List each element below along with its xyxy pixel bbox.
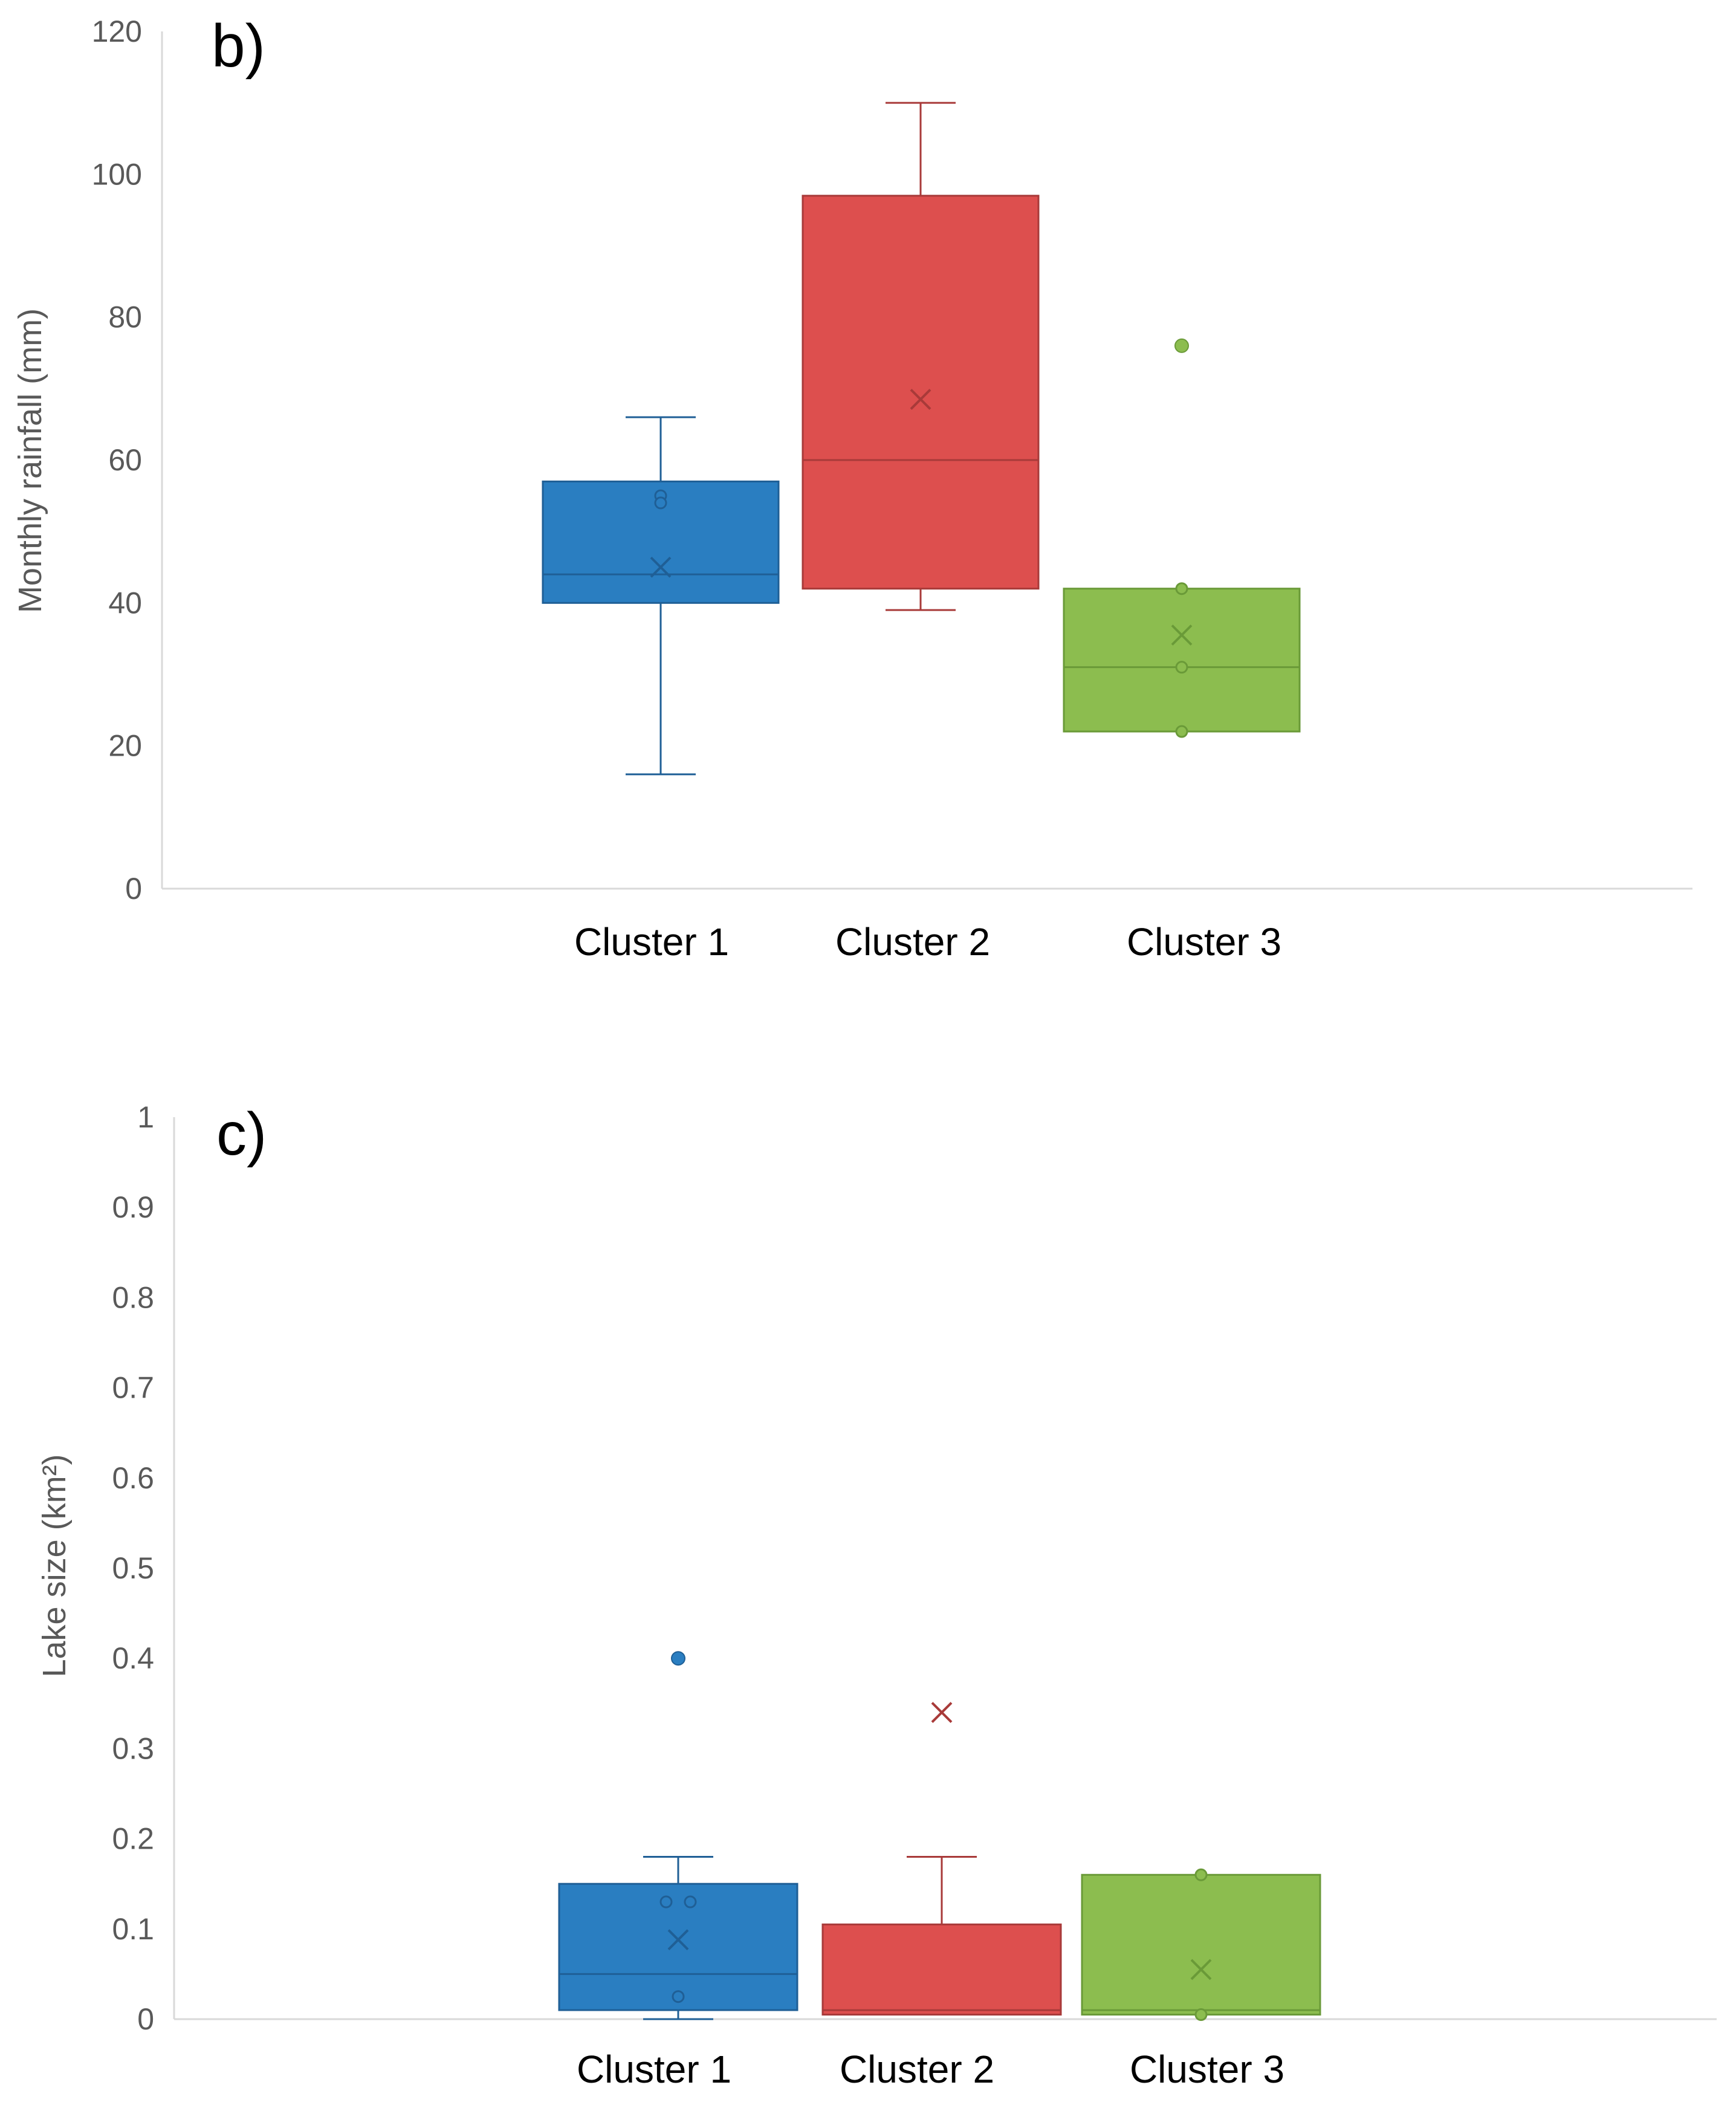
mean-marker-stroke: [931, 1702, 953, 1724]
box-3: [1081, 1868, 1321, 2022]
mean-marker: [1171, 624, 1193, 646]
y-tick-label: 0: [137, 2002, 154, 2036]
inner-point: [1175, 661, 1188, 674]
inner-point: [654, 496, 667, 510]
mean-marker: [667, 1929, 689, 1951]
inner-point: [1175, 582, 1188, 595]
x-tick-label: Cluster 2: [835, 920, 990, 964]
mean-marker-stroke: [1190, 1959, 1212, 1980]
mean-marker-stroke: [910, 389, 931, 410]
y-tick-label: 0.6: [112, 1461, 154, 1495]
y-tick-label: 100: [92, 157, 142, 191]
mean-marker-stroke: [667, 1929, 689, 1951]
y-tick-label: 0.4: [112, 1641, 154, 1675]
iqr-box: [821, 1923, 1062, 2016]
box-2: [802, 102, 1040, 611]
y-tick-label: 0: [125, 872, 142, 906]
mean-marker: [931, 1702, 953, 1724]
y-tick-label: 120: [92, 15, 142, 48]
x-tick-label: Cluster 3: [1127, 920, 1281, 964]
y-tick-label: 80: [108, 300, 142, 334]
inner-point: [1194, 2008, 1208, 2022]
outlier-point: [671, 1651, 685, 1666]
y-tick-label: 20: [108, 729, 142, 763]
y-axis-label-rainfall: Monthly rainfall (mm): [12, 308, 48, 613]
y-tick-label: 0.7: [112, 1371, 154, 1405]
y-tick-label: 0.2: [112, 1822, 154, 1856]
x-tick-label: Cluster 2: [840, 2048, 994, 2091]
mean-marker: [1190, 1959, 1212, 1980]
y-tick-label: 1: [137, 1100, 154, 1134]
x-tick-label: Cluster 1: [577, 2048, 731, 2091]
inner-point: [672, 1990, 685, 2003]
y-tick-label: 0.9: [112, 1190, 154, 1224]
box-1: [542, 416, 780, 776]
outlier-point: [1174, 338, 1189, 353]
y-axis-label-lake-size: Lake size (km²): [36, 1454, 73, 1677]
inner-point: [1175, 725, 1188, 738]
y-tick-label: 0.1: [112, 1912, 154, 1946]
inner-point: [659, 1895, 673, 1909]
y-tick-label: 0.3: [112, 1731, 154, 1765]
iqr-box: [1081, 1873, 1321, 2016]
iqr-box: [1063, 588, 1301, 733]
panel-label-b: b): [212, 12, 265, 80]
panel-label-c: c): [216, 1100, 267, 1168]
mean-marker-stroke: [1171, 624, 1193, 646]
panel-c-lake-size: c) Lake size (km²) 0 0.1 0.2 0.3 0.4 0.5 0.6 0.…: [36, 1100, 1717, 2091]
y-tick-label: 0.5: [112, 1551, 154, 1585]
inner-point: [684, 1895, 697, 1909]
box-3: [1063, 338, 1301, 738]
panel-b-rainfall: b) Monthly rainfall (mm) 0 20 40 60 80 100 120…: [12, 12, 1692, 964]
iqr-box: [802, 195, 1040, 590]
mean-marker: [650, 556, 672, 578]
x-tick-label: Cluster 1: [574, 920, 729, 964]
inner-point: [1194, 1868, 1208, 1881]
box-2: [821, 1702, 1062, 2016]
y-tick-label: 40: [108, 586, 142, 620]
y-tick-label: 0.8: [112, 1280, 154, 1314]
y-tick-label: 60: [108, 443, 142, 477]
iqr-box: [558, 1883, 798, 2011]
mean-marker: [910, 389, 931, 410]
mean-marker-stroke: [650, 556, 672, 578]
box-1: [558, 1651, 798, 2020]
x-tick-label: Cluster 3: [1130, 2048, 1284, 2091]
